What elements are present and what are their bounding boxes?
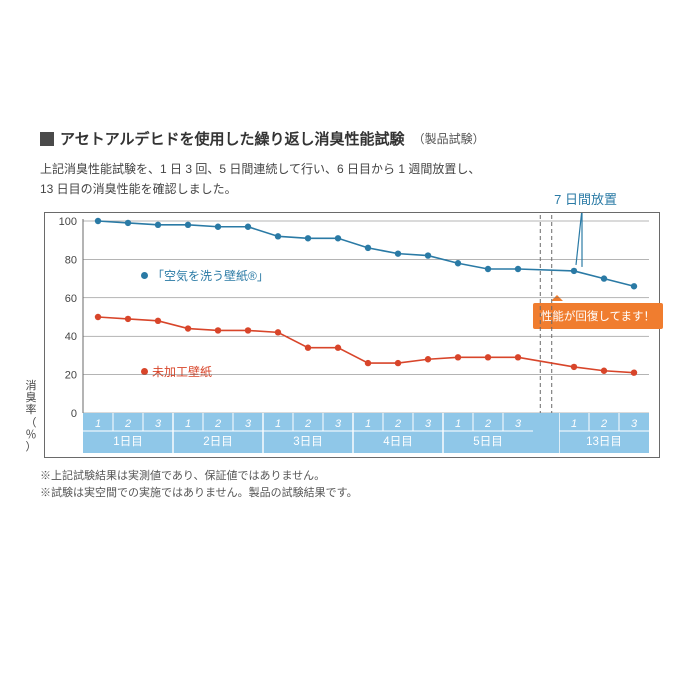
svg-text:1: 1 — [275, 418, 281, 430]
svg-text:3: 3 — [245, 418, 252, 430]
svg-text:1: 1 — [185, 418, 191, 430]
callout-pause-label: 7 日間放置 — [554, 189, 617, 208]
svg-text:1: 1 — [571, 418, 577, 430]
svg-text:20: 20 — [65, 369, 77, 381]
svg-text:2日目: 2日目 — [203, 436, 232, 448]
svg-text:2: 2 — [304, 418, 311, 430]
svg-text:2: 2 — [600, 418, 607, 430]
svg-text:60: 60 — [65, 293, 77, 305]
svg-text:3: 3 — [425, 418, 432, 430]
callout-pause-text: 7 日間放置 — [554, 192, 617, 207]
svg-text:1日目: 1日目 — [113, 436, 142, 448]
svg-text:2: 2 — [214, 418, 221, 430]
chart-title-row: アセトアルデヒドを使用した繰り返し消臭性能試験 （製品試験） — [40, 128, 660, 149]
svg-text:100: 100 — [59, 216, 77, 228]
svg-text:1: 1 — [95, 418, 101, 430]
svg-text:2: 2 — [394, 418, 401, 430]
svg-text:1: 1 — [365, 418, 371, 430]
svg-text:3日目: 3日目 — [293, 436, 322, 448]
title-square-bullet — [40, 132, 54, 146]
chart-title-note: （製品試験） — [413, 130, 485, 147]
svg-text:40: 40 — [65, 331, 77, 343]
svg-text:2: 2 — [124, 418, 131, 430]
svg-text:3: 3 — [631, 418, 638, 430]
svg-text:4日目: 4日目 — [383, 436, 412, 448]
chart-title: アセトアルデヒドを使用した繰り返し消臭性能試験 — [60, 128, 405, 149]
footnotes: ※上記試験結果は実測値であり、保証値ではありません。※試験は実空間での実施ではあ… — [40, 468, 660, 503]
chart-svg: 0 20 40 60 80 100 1 2 3 1日目 1 2 3 2日目 1 2 3 3日目 1 2 3 4日目 1 2 3 5… — [45, 213, 661, 459]
svg-text:2: 2 — [484, 418, 491, 430]
svg-text:80: 80 — [65, 254, 77, 266]
svg-text:1: 1 — [455, 418, 461, 430]
svg-text:3: 3 — [515, 418, 522, 430]
svg-text:0: 0 — [71, 408, 77, 420]
svg-text:3: 3 — [335, 418, 342, 430]
chart-container: 消臭率（％） 7 日間放置 性能が回復してます！ 「空気を洗う壁紙®」 未加工壁… — [44, 212, 660, 458]
svg-text:13日目: 13日目 — [586, 436, 622, 448]
y-axis-title: 消臭率（％） — [23, 380, 39, 453]
svg-text:5日目: 5日目 — [473, 436, 502, 448]
svg-text:3: 3 — [155, 418, 162, 430]
